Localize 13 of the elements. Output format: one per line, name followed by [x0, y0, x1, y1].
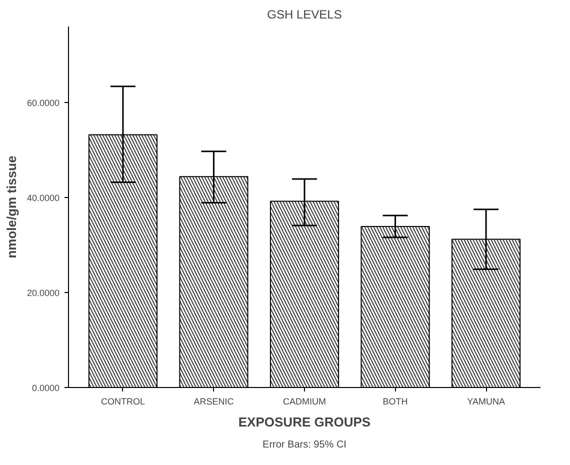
- y-axis-title: nmole/gm tissue: [4, 156, 19, 258]
- y-tick-label: 0.0000: [32, 383, 60, 393]
- y-tick-label: 20.0000: [26, 288, 60, 298]
- y-tick-label: 40.0000: [26, 193, 60, 203]
- x-tick-label: CADMIUM: [283, 396, 326, 406]
- y-tick-label: 60.0000: [26, 98, 60, 108]
- x-tick-label: YAMUNA: [467, 396, 505, 406]
- x-axis-title: EXPOSURE GROUPS: [238, 414, 371, 430]
- x-tick-label: CONTROL: [100, 396, 145, 406]
- x-tick-label: ARSENIC: [194, 396, 234, 406]
- text: Error Bars: 95% CI: [262, 440, 346, 450]
- x-tick-label: BOTH: [382, 396, 408, 406]
- chart-title: GSH LEVELS: [267, 8, 342, 22]
